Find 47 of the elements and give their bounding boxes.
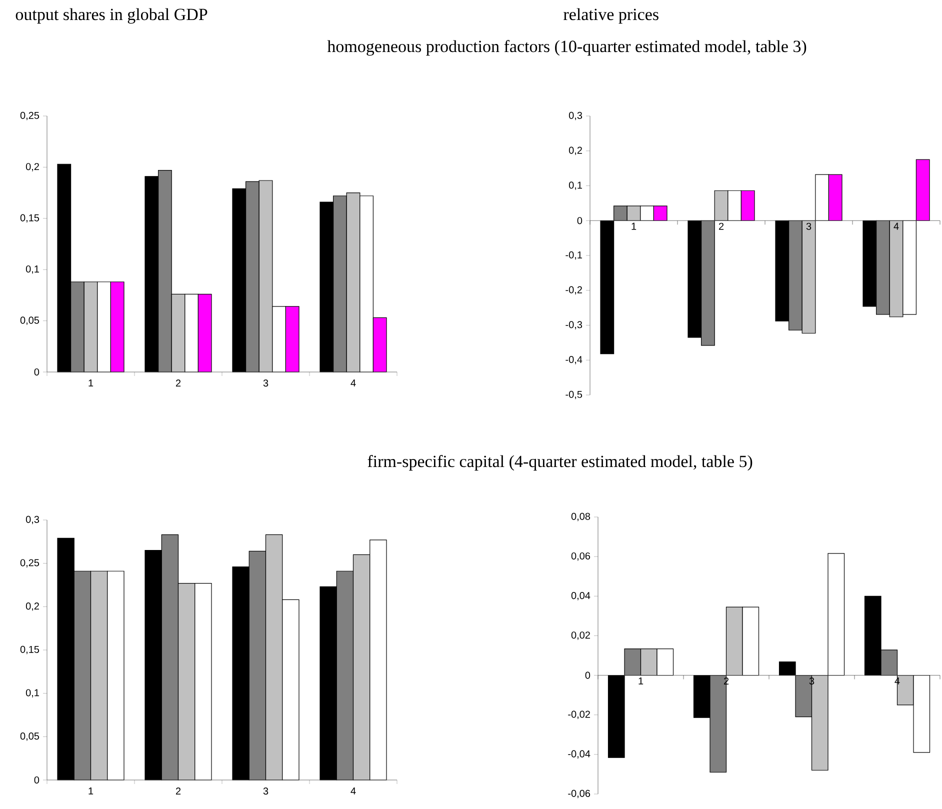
y-tick-label: 0,08 [571,512,590,522]
x-tick-label: 1 [632,222,636,230]
x-tick-label: 3 [806,222,812,230]
y-tick-label: 0,1 [568,182,582,190]
x-tick-label: 2 [176,380,181,387]
y-tick-label: 0,1 [26,689,39,698]
y-tick-label: 0,04 [571,592,590,600]
y-tick-label: -0,3 [566,321,582,330]
x-tick-label: 1 [638,677,644,684]
y-tick-label: -0,02 [568,710,590,719]
y-tick-label: 0,06 [571,552,590,561]
y-tick-label: 0,15 [20,214,40,223]
y-tick-label: 0,2 [568,146,582,156]
x-tick-label: 4 [350,788,356,794]
y-tick-label: -0,2 [566,286,582,295]
y-tick-label: 0,25 [20,112,40,120]
y-tick-label: 0 [34,368,40,376]
text: firm-specific capital (4-quarter estimated model, table 5) [368,455,752,471]
y-tick-label: -0,1 [566,251,582,260]
y-tick-label: -0,5 [566,390,582,400]
y-tick-label: 0 [34,776,40,784]
y-tick-label: 0,15 [20,646,40,654]
y-tick-label: 0,2 [26,163,39,172]
y-tick-label: 0,25 [20,559,40,568]
x-tick-label: 1 [88,788,94,794]
y-tick-label: 0,1 [26,265,39,274]
x-tick-label: 2 [176,788,181,795]
text: homogeneous production factors (10-quarter estimated model, table 3) [327,40,806,56]
x-tick-label: 3 [263,380,268,387]
x-tick-label: 3 [263,788,268,795]
chart-title: relative prices [564,8,658,24]
y-tick-label: 0,3 [26,516,40,524]
y-tick-label: 0,05 [20,732,40,741]
y-tick-label: 0,02 [571,632,590,640]
y-tick-label: 0,3 [568,112,582,120]
y-tick-label: 0 [585,672,590,679]
x-tick-label: 4 [894,222,899,230]
y-tick-label: -0,06 [568,790,590,798]
x-tick-label: 4 [350,380,356,386]
chart-title: output shares in global GDP [16,8,208,24]
y-tick-label: 0,05 [20,316,40,325]
y-tick-label: 0 [577,217,582,224]
y-tick-label: -0,04 [568,750,590,759]
x-tick-label: 1 [88,380,94,386]
y-tick-label: -0,4 [566,356,582,364]
x-tick-label: 2 [718,222,724,230]
y-tick-label: 0,2 [26,602,39,611]
